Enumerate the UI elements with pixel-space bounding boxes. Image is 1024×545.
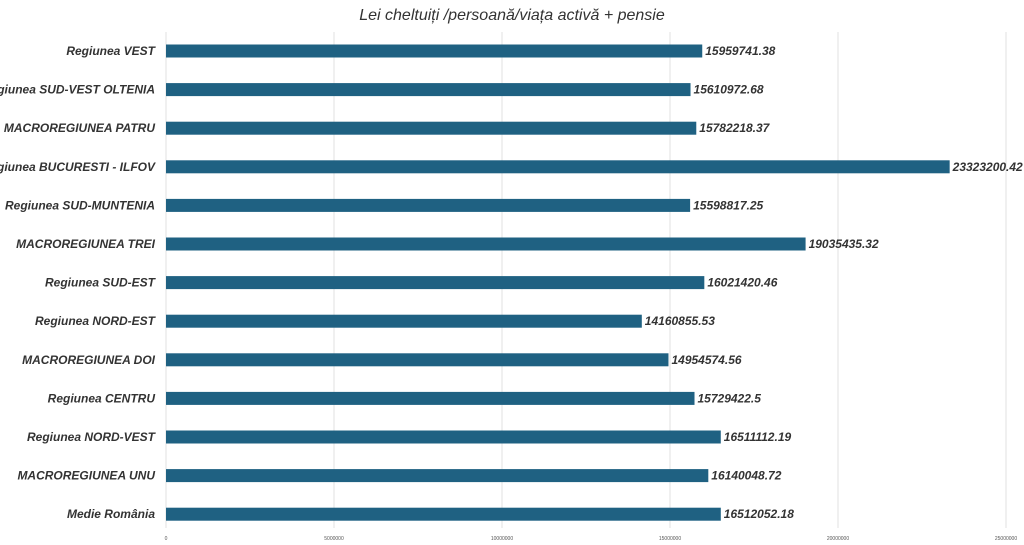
data-label: 23323200.42: [952, 160, 1023, 174]
category-label: MACROREGIUNEA UNU: [17, 469, 155, 483]
bar: [166, 237, 806, 251]
data-label: 15598817.25: [693, 198, 763, 212]
data-label: 15729422.5: [698, 391, 762, 405]
data-label: 15959741.38: [705, 44, 775, 58]
bar: [166, 430, 721, 444]
bar: [166, 198, 691, 212]
x-tick-label: 15000000: [659, 536, 681, 542]
category-label: Regiunea NORD-EST: [35, 314, 157, 328]
bar: [166, 160, 950, 174]
x-tick-label: 5000000: [324, 536, 344, 542]
bar: [166, 44, 703, 58]
data-label: 16021420.46: [707, 276, 777, 290]
bar: [166, 83, 691, 97]
data-label: 16511112.19: [724, 430, 792, 444]
category-label: MACROREGIUNEA TREI: [16, 237, 156, 251]
category-labels: Regiunea VEST Regiunea SUD-VEST OLTENIA MA…: [0, 44, 157, 521]
data-label: 19035435.32: [809, 237, 879, 251]
bars: [166, 44, 950, 521]
category-label: Regiunea BUCURESTI - ILFOV: [0, 160, 156, 174]
category-label: MACROREGIUNEA PATRU: [4, 121, 155, 135]
chart-title: Lei cheltuiți /persoană/viața activă + p…: [359, 7, 665, 24]
x-tick-label: 10000000: [491, 536, 513, 542]
category-label: Regiunea CENTRU: [48, 391, 156, 405]
data-label: 14954574.56: [671, 353, 741, 367]
bar: [166, 391, 695, 405]
data-label: 16140048.72: [711, 469, 781, 483]
x-axis-ticks: 0 5000000 10000000 15000000 20000000 25000000: [165, 536, 1018, 542]
category-label: MACROREGIUNEA DOI: [22, 353, 156, 367]
value-labels: 15959741.38 15610972.68 15782218.37 2332320…: [645, 44, 1023, 521]
bar: [166, 314, 642, 328]
category-label: Regiunea SUD-VEST OLTENIA: [0, 83, 155, 97]
bar: [166, 507, 721, 521]
data-label: 15610972.68: [694, 83, 764, 97]
bar: [166, 469, 709, 483]
bar: [166, 276, 705, 290]
category-label: Regiunea VEST: [66, 44, 156, 58]
x-tick-label: 20000000: [827, 536, 849, 542]
x-tick-label: 0: [165, 536, 168, 542]
category-label: Regiunea SUD-MUNTENIA: [5, 198, 155, 212]
x-tick-label: 25000000: [995, 536, 1017, 542]
category-label: Regiunea NORD-VEST: [27, 430, 157, 444]
category-label: Medie România: [67, 507, 155, 521]
data-label: 16512052.18: [724, 507, 794, 521]
bar: [166, 121, 697, 135]
category-label: Regiunea SUD-EST: [45, 276, 157, 290]
data-label: 15782218.37: [699, 121, 770, 135]
data-label: 14160855.53: [645, 314, 715, 328]
bar: [166, 353, 669, 367]
